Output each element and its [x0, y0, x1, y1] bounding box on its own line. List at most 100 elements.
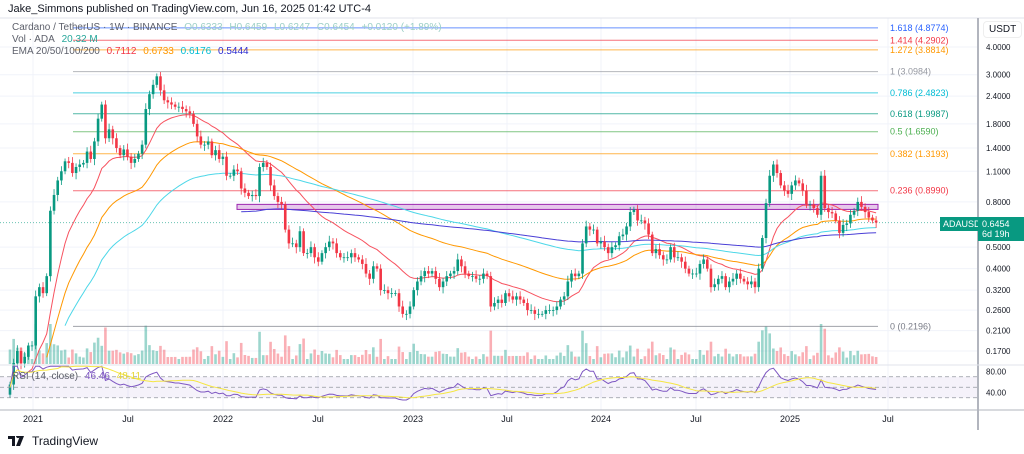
volume-bar	[8, 349, 12, 364]
volume-bar	[595, 346, 599, 364]
volume-bar	[683, 352, 687, 364]
candle-body	[250, 194, 254, 197]
candle-body	[228, 175, 232, 177]
volume-bar	[863, 354, 867, 364]
time-tick-label: 2021	[23, 414, 43, 424]
volume-bar	[441, 353, 445, 364]
candle-body	[577, 273, 581, 277]
candle-body	[805, 190, 808, 205]
volume-bar	[430, 356, 434, 364]
tradingview-logo[interactable]: TradingView	[8, 434, 98, 448]
volume-bar	[339, 355, 342, 364]
candle-body	[478, 278, 482, 280]
candle-body	[85, 151, 89, 163]
price-tick-label: 3.0000	[986, 71, 1011, 80]
time-tick-label: Jul	[690, 414, 702, 424]
candle-body	[313, 247, 316, 258]
volume-bar	[621, 357, 625, 364]
fib-level-label: 0.618 (1.9987)	[890, 109, 949, 119]
volume-bar	[717, 353, 720, 364]
time-tick-label: Jul	[882, 414, 894, 424]
volume-bar	[816, 352, 819, 364]
fib-level-label: 1.272 (3.8814)	[890, 45, 949, 55]
volume-bar	[56, 345, 60, 364]
candle-body	[485, 273, 489, 277]
candle-body	[258, 166, 261, 197]
candle-body	[588, 226, 592, 230]
volume-bar	[221, 356, 225, 364]
candle-body	[504, 293, 507, 303]
volume-bar	[375, 356, 379, 364]
legend-rsi-row[interactable]: RSI (14, close) 46.46 48.11	[12, 371, 145, 382]
candle-body	[849, 214, 852, 224]
volume-bar	[324, 353, 327, 364]
volume-bar	[518, 355, 522, 364]
volume-bar	[584, 343, 588, 364]
rsi-ma-line	[9, 365, 877, 399]
candle-body	[280, 201, 283, 205]
candle-body	[474, 276, 478, 279]
candle-body	[78, 164, 82, 167]
candle-body	[195, 123, 199, 137]
candle-body	[581, 243, 584, 274]
candle-body	[192, 113, 195, 124]
ema50-line	[46, 141, 877, 358]
volume-bar	[247, 355, 250, 364]
rsi-value: 46.46	[84, 371, 110, 382]
candle-body	[261, 162, 265, 167]
candle-body	[159, 76, 162, 91]
ema200-line	[241, 208, 877, 248]
candle-body	[243, 188, 247, 193]
candle-countdown: 6d 19h	[978, 229, 1024, 241]
volume-bar	[287, 346, 291, 364]
fib-level-label: 0 (0.2196)	[890, 321, 931, 331]
candle-body	[515, 296, 518, 300]
legend-ema-row[interactable]: EMA 20/50/100/200 0.7112 0.6733 0.6176 0…	[12, 46, 253, 57]
price-tick-label: 0.5000	[986, 243, 1011, 252]
volume-bar	[416, 350, 419, 364]
volume-bar	[71, 349, 74, 364]
candle-body	[698, 263, 702, 274]
volume-bar	[599, 357, 603, 364]
candle-body	[768, 175, 771, 204]
volume-bar	[647, 348, 650, 364]
candle-body	[566, 281, 570, 297]
candle-body	[177, 106, 181, 108]
volume-bar	[772, 348, 775, 364]
volume-bar	[364, 349, 368, 364]
volume-bar	[397, 346, 401, 364]
candle-body	[775, 164, 779, 174]
candle-body	[434, 271, 438, 279]
volume-bar	[687, 354, 691, 364]
candle-body	[30, 345, 34, 347]
volume-bar	[137, 354, 140, 364]
candle-body	[283, 204, 287, 230]
ema200-value: 0.5444	[218, 46, 249, 57]
ema50-value: 0.6733	[143, 46, 174, 57]
volume-bar	[452, 356, 456, 364]
rsi-tick-label: 40.00	[986, 389, 1007, 398]
volume-bar	[555, 355, 559, 364]
legend-volume-row[interactable]: Vol · ADA 20.32 M	[12, 34, 102, 45]
volume-bar	[474, 356, 478, 364]
candle-body	[852, 210, 856, 215]
volume-bar	[129, 353, 133, 364]
volume-bar	[783, 354, 786, 364]
candle-body	[706, 259, 709, 269]
symbol-name[interactable]: Cardano / TetherUS · 1W · BINANCE	[12, 22, 178, 33]
candle-body	[361, 259, 364, 264]
candle-body	[214, 150, 217, 156]
candle-body	[728, 281, 731, 288]
volume-bar	[372, 347, 375, 364]
candle-body	[210, 141, 214, 156]
fib-level-label: 1 (3.0984)	[890, 67, 931, 77]
currency-button[interactable]: USDT	[983, 21, 1023, 38]
candle-body	[412, 290, 415, 307]
volume-bar	[335, 349, 338, 364]
candle-body	[133, 158, 137, 163]
volume-bar	[181, 356, 184, 364]
candle-body	[379, 268, 382, 291]
candle-body	[463, 266, 467, 274]
volume-bar	[526, 352, 529, 364]
